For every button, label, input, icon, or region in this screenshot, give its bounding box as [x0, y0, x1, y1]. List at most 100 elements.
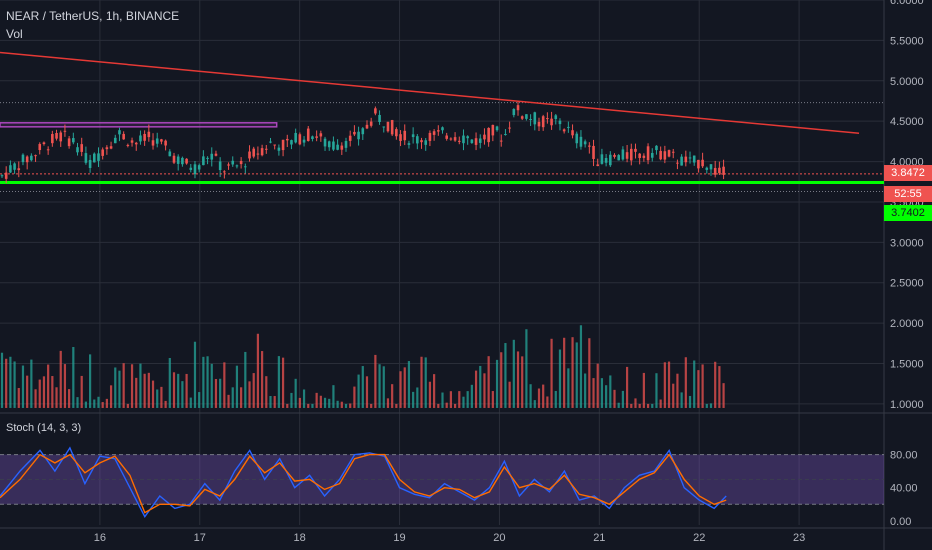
- volume-legend[interactable]: Vol: [6, 27, 23, 41]
- volume-bar: [428, 381, 432, 408]
- candle-body: [634, 148, 637, 152]
- volume-bar: [613, 389, 616, 408]
- volume-bar: [395, 403, 398, 408]
- candle-body: [432, 131, 436, 135]
- volume-bar: [0, 352, 4, 408]
- candle-body: [369, 121, 373, 126]
- volume-bar: [495, 359, 499, 408]
- candle-body: [155, 138, 159, 144]
- trendline: [0, 51, 860, 135]
- volume-bar: [546, 396, 549, 408]
- volume-bar: [273, 396, 276, 408]
- candle-body: [525, 114, 528, 119]
- candle-body: [181, 157, 184, 165]
- volume-bar: [386, 398, 390, 408]
- volume-bar: [466, 391, 469, 408]
- stoch-line-d: [0, 453, 727, 514]
- volume-bar: [143, 373, 146, 408]
- time-tick-label: 22: [693, 532, 705, 544]
- volume-bar: [667, 361, 671, 408]
- candle-body: [302, 139, 306, 143]
- candle-body: [575, 133, 579, 144]
- volume-bar: [516, 351, 520, 408]
- volume-bar: [479, 365, 482, 408]
- candle-body: [625, 152, 629, 159]
- volume-bar: [550, 338, 553, 408]
- candle-body: [709, 164, 713, 170]
- volume-bar: [172, 372, 176, 408]
- volume-bar: [512, 339, 515, 408]
- volume-bar: [290, 392, 293, 408]
- volume-bar: [701, 364, 704, 408]
- candle-body: [76, 147, 79, 153]
- volume-bar: [718, 366, 721, 408]
- candle-body: [609, 154, 612, 166]
- stoch-tick-label: 80.00: [890, 450, 918, 462]
- volume-bar: [449, 391, 452, 408]
- time-tick-label: 17: [194, 532, 206, 544]
- volume-bar: [93, 399, 96, 408]
- candle-body: [336, 144, 339, 150]
- volume-bar: [617, 402, 620, 408]
- candle-body: [487, 127, 490, 143]
- volume-bar: [609, 375, 612, 408]
- candle-body: [231, 160, 235, 165]
- volume-bar: [600, 378, 604, 408]
- price-tick-label: 1.5000: [890, 359, 924, 371]
- volume-bar: [277, 356, 280, 408]
- volume-bar: [407, 361, 411, 408]
- candle-body: [457, 140, 461, 142]
- candle-body: [567, 126, 570, 128]
- candle-body: [546, 118, 549, 120]
- candle-body: [109, 146, 113, 149]
- stoch-legend[interactable]: Stoch (14, 3, 3): [6, 422, 82, 434]
- candle-body: [655, 145, 658, 151]
- volume-bar: [139, 363, 142, 408]
- volume-bar: [705, 403, 708, 408]
- volume-bar: [537, 388, 541, 408]
- candle-body: [529, 118, 532, 120]
- candle-body: [277, 147, 281, 151]
- candle-body: [441, 127, 444, 131]
- volume-bar: [122, 363, 125, 408]
- candle-body: [399, 134, 402, 141]
- volume-bar: [101, 402, 104, 408]
- candle-body: [495, 126, 499, 131]
- candle-body: [378, 114, 381, 122]
- volume-bar: [55, 387, 58, 408]
- volume-bar: [638, 403, 641, 408]
- candle-body: [411, 134, 415, 138]
- candle-body: [206, 157, 209, 159]
- time-tick-label: 20: [493, 532, 505, 544]
- volume-bar: [462, 396, 465, 408]
- candle-body: [176, 156, 180, 164]
- volume-bar: [294, 378, 297, 408]
- candle-body: [298, 134, 302, 145]
- candle-body: [583, 141, 587, 145]
- candle-body: [13, 163, 16, 170]
- symbol-legend[interactable]: NEAR / TetherUS, 1h, BINANCE: [6, 9, 180, 23]
- volume-bar: [340, 401, 343, 408]
- volume-bar: [177, 373, 180, 408]
- volume-bar: [470, 384, 473, 408]
- candle-body: [134, 142, 138, 145]
- volume-bar: [227, 394, 230, 408]
- candle-body: [21, 154, 25, 163]
- volume-bar: [147, 372, 150, 408]
- volume-bar: [487, 356, 490, 408]
- candle-body: [718, 167, 721, 174]
- candle-body: [63, 130, 67, 132]
- candle-body: [273, 144, 276, 146]
- price-tick-label: 1.0000: [890, 399, 924, 411]
- volume-bar: [416, 387, 419, 408]
- volume-bar: [361, 366, 364, 408]
- candle-body: [327, 141, 331, 148]
- price-tick-label: 3.0000: [890, 237, 924, 249]
- candle-body: [692, 155, 696, 163]
- volume-bar: [240, 387, 243, 408]
- candle-body: [403, 130, 407, 141]
- volume-bar: [529, 384, 532, 408]
- volume-bar: [336, 400, 339, 408]
